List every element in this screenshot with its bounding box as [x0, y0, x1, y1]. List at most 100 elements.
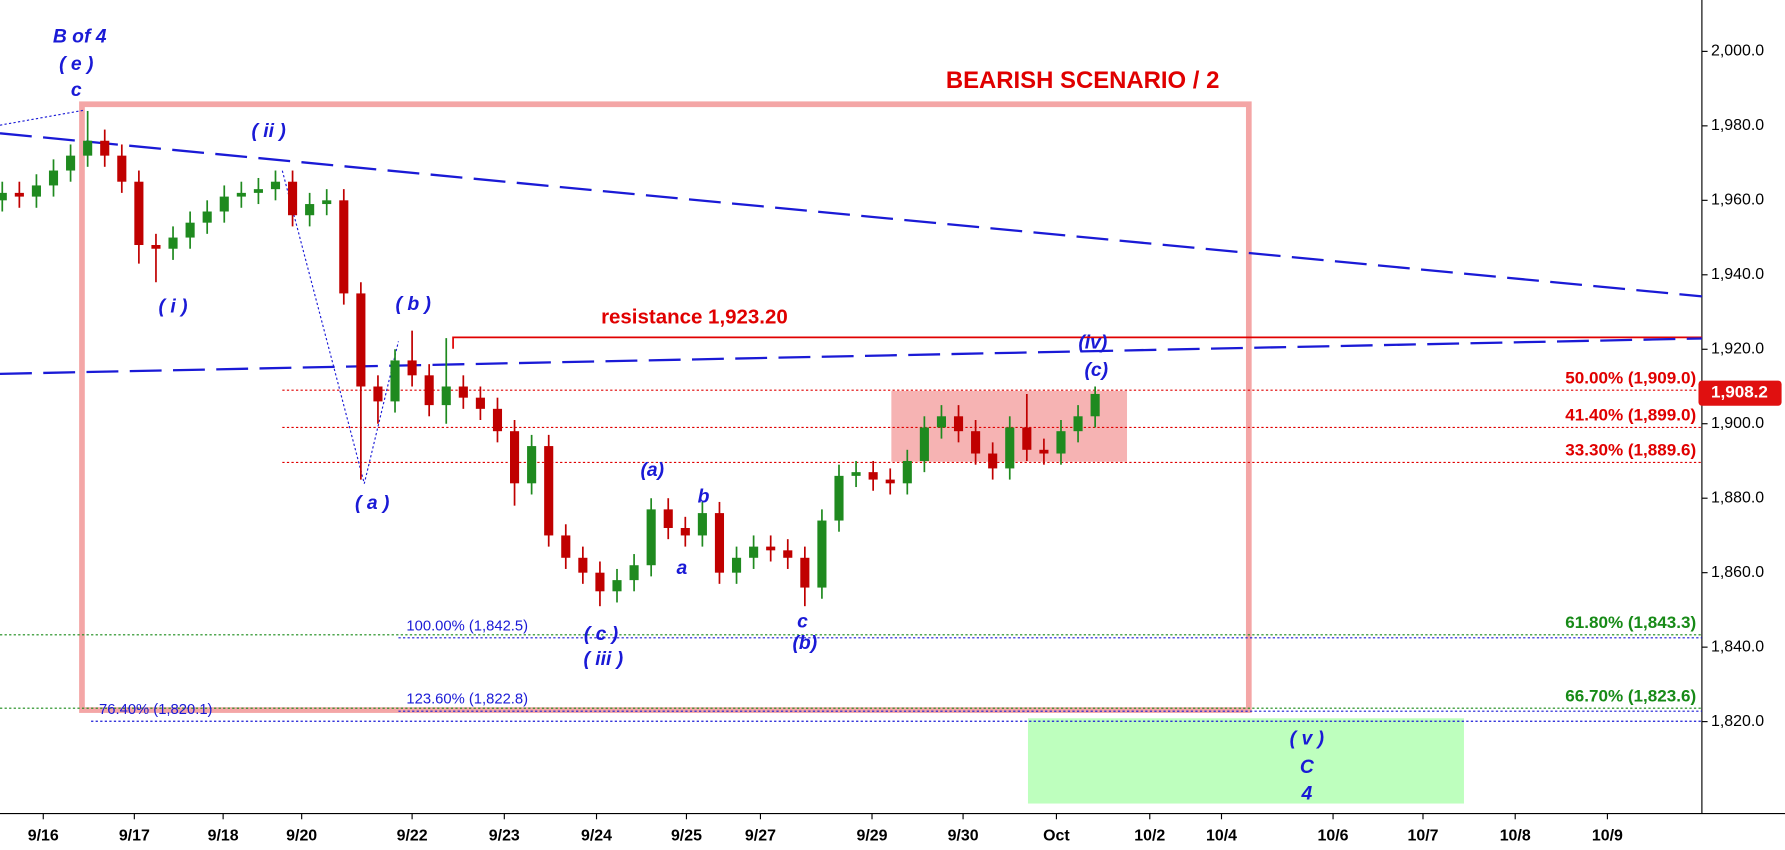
x-tick-label: 9/29	[857, 828, 888, 845]
x-tick-label: 10/9	[1592, 828, 1623, 845]
wave-label: (iv)	[1078, 332, 1107, 354]
candle-body	[544, 446, 554, 536]
wave-label: C	[1300, 756, 1315, 778]
y-tick-label: 1,900.0	[1711, 415, 1764, 432]
candle-body	[731, 557, 742, 573]
candle-body	[492, 408, 503, 432]
candle-body	[390, 360, 400, 402]
candle-body	[919, 427, 929, 461]
level-label: 61.80% (1,843.3)	[1565, 613, 1696, 632]
x-tick-label: 10/8	[1500, 828, 1531, 845]
wave-label: b	[698, 485, 710, 507]
candle-body	[680, 527, 690, 536]
level-label: 123.60% (1,822.8)	[406, 692, 528, 708]
candle-body	[322, 200, 332, 205]
wave-label: ( ii )	[251, 120, 285, 142]
candle-body	[1005, 427, 1015, 469]
wave-label: ( a )	[355, 492, 389, 514]
candle-body	[134, 181, 144, 246]
level-label: 33.30% (1,889.6)	[1565, 441, 1696, 460]
candle-body	[66, 155, 76, 171]
candle-body	[612, 580, 622, 592]
chart-title: BEARISH SCENARIO / 2	[946, 67, 1220, 94]
candle-body	[288, 181, 298, 216]
level-label: 41.40% (1,899.0)	[1565, 406, 1696, 425]
y-tick-label: 1,940.0	[1711, 266, 1764, 283]
candle-body	[236, 192, 246, 197]
last-price-label: 1,908.2	[1711, 383, 1768, 402]
candle-body	[117, 155, 127, 182]
candle-body	[766, 546, 776, 551]
wave-label: 4	[1300, 782, 1312, 804]
candle-body	[1022, 427, 1032, 450]
candle-body	[527, 446, 537, 484]
x-tick-label: 10/7	[1407, 828, 1438, 845]
level-label: 100.00% (1,842.5)	[406, 618, 528, 634]
candle-body	[817, 520, 827, 588]
y-tick-label: 1,820.0	[1711, 713, 1764, 730]
candle-body	[458, 386, 468, 398]
candle-body	[14, 192, 24, 197]
trendline	[0, 337, 1702, 375]
x-tick-label: 10/2	[1134, 828, 1165, 845]
level-label: 76.40% (1,820.1)	[99, 702, 212, 718]
candle-body	[305, 204, 315, 216]
wave-label: c	[797, 611, 808, 633]
y-tick-label: 2,000.0	[1711, 43, 1764, 60]
x-tick-label: 9/16	[28, 828, 59, 845]
y-tick-label: 1,880.0	[1711, 489, 1764, 506]
candle-body	[168, 237, 178, 249]
candle-body	[663, 509, 673, 528]
x-tick-label: 9/24	[581, 828, 612, 845]
x-tick-label: 9/17	[119, 828, 150, 845]
candle-body	[373, 386, 383, 402]
candle-body	[441, 386, 451, 406]
candle-body	[202, 211, 212, 223]
x-tick-label: 9/22	[397, 828, 428, 845]
y-tick-label: 1,840.0	[1711, 638, 1764, 655]
wave-label: (a)	[640, 459, 664, 481]
candle-body	[0, 192, 7, 201]
x-tick-label: 9/18	[208, 828, 239, 845]
candle-body	[578, 557, 588, 573]
candle-body	[988, 453, 998, 469]
x-tick-label: 9/30	[948, 828, 979, 845]
x-tick-label: Oct	[1043, 828, 1070, 845]
wave-label: ( c )	[584, 623, 618, 645]
candle-body	[646, 509, 656, 566]
candle-body	[83, 140, 93, 156]
y-tick-label: 1,960.0	[1711, 192, 1764, 209]
x-tick-label: 9/25	[671, 828, 702, 845]
x-tick-label: 10/4	[1206, 828, 1237, 845]
wave-label: ( v )	[1290, 728, 1324, 750]
candle-body	[253, 189, 263, 193]
resistance-line	[452, 336, 1702, 349]
candle-body	[629, 565, 639, 581]
wave-label: ( i )	[159, 295, 188, 317]
candle-body	[697, 513, 707, 536]
wave-label: ( iii )	[583, 648, 623, 670]
candle-body	[971, 431, 981, 454]
candle-body	[953, 416, 964, 432]
candle-body	[1039, 449, 1049, 454]
x-tick-label: 10/6	[1318, 828, 1349, 845]
candle-body	[151, 245, 161, 249]
wave-guide	[281, 170, 399, 484]
candle-body	[936, 416, 947, 428]
candle-body	[902, 460, 912, 484]
wave-label: B of 4	[53, 26, 107, 48]
resistance-label: resistance 1,923.20	[601, 305, 788, 328]
candle-body	[885, 479, 895, 484]
candle-body	[595, 572, 605, 592]
zone	[79, 101, 1252, 713]
candle-body	[475, 397, 485, 409]
candle-body	[510, 431, 520, 484]
y-tick-label: 1,860.0	[1711, 564, 1764, 581]
candle-body	[1073, 416, 1083, 432]
candle-body	[219, 196, 229, 212]
candle-body	[185, 222, 195, 238]
candle-body	[561, 535, 571, 558]
candle-body	[868, 472, 878, 480]
candle-body	[1056, 431, 1066, 454]
candle-body	[407, 360, 417, 376]
